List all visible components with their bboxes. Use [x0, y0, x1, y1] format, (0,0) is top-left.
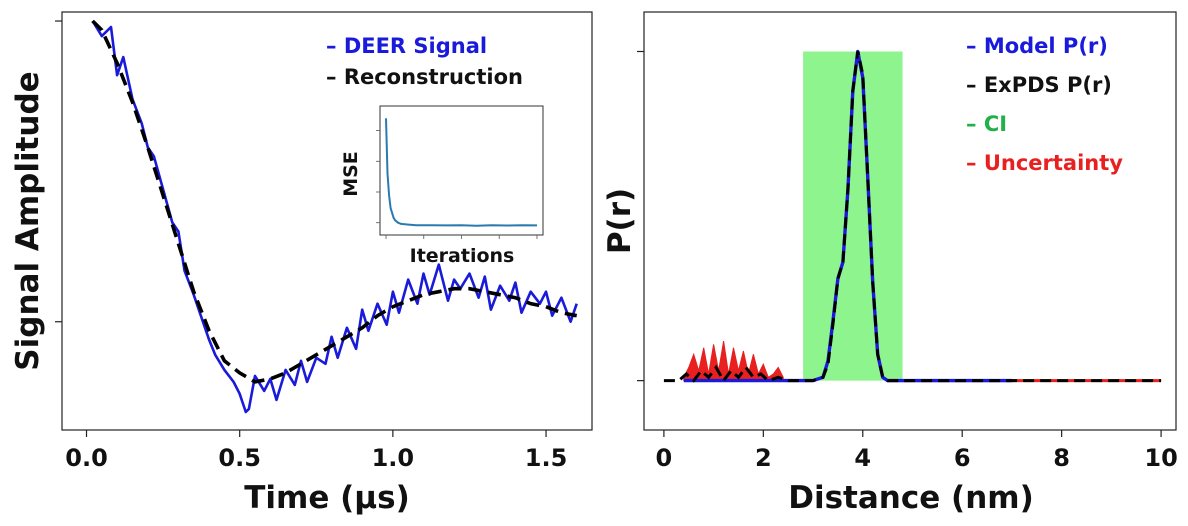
inset-mse-line [385, 118, 538, 227]
left-x-tick-label: 0.0 [65, 444, 108, 472]
left-panel: 0.0 0.5 1.0 1.5 Time (μs) Signal Amplitude … [10, 11, 593, 516]
legend-ci-label: CI [984, 112, 1007, 136]
right-panel: 0 2 4 6 8 10 Distance (nm) P(r) – Model P(r) … [602, 11, 1178, 516]
right-x-axis-label: Distance (nm) [788, 480, 1034, 516]
legend-model-pr-label: Model P(r) [984, 34, 1108, 58]
inset-frame [379, 105, 544, 236]
legend-reconstruction-label: Reconstruction [344, 65, 523, 89]
legend-deer-signal-label: DEER Signal [344, 34, 487, 58]
right-x-tick-label: 10 [1144, 444, 1177, 472]
uncertainty-band [683, 341, 784, 382]
reconstruction-line [91, 19, 578, 384]
left-ticks: 0.0 0.5 1.0 1.5 [55, 20, 568, 472]
legend-model-pr: – Model P(r) [966, 34, 1108, 58]
inset-y-axis-label: MSE [340, 151, 362, 197]
legend-reconstruction: – Reconstruction [326, 65, 523, 89]
left-x-axis-label: Time (μs) [244, 480, 410, 516]
deer-signal-line [91, 20, 578, 414]
expds-pr-line [663, 51, 1162, 384]
right-plot-frame [643, 11, 1177, 431]
legend-ci: – CI [966, 112, 1007, 136]
left-x-tick-label: 1.5 [525, 444, 568, 472]
inset-marks [376, 118, 538, 239]
legend-deer-signal: – DEER Signal [326, 34, 487, 58]
legend-expds-pr-label: ExPDS P(r) [984, 73, 1112, 97]
right-x-tick-label: 8 [1053, 444, 1070, 472]
left-x-tick-label: 1.0 [372, 444, 415, 472]
right-x-tick-label: 6 [954, 444, 971, 472]
legend-uncertainty: – Uncertainty [966, 151, 1123, 175]
left-y-axis-label: Signal Amplitude [10, 71, 46, 370]
left-marks [91, 19, 578, 414]
right-marks [663, 49, 1162, 384]
inset-x-axis-label: Iterations [410, 245, 515, 267]
left-x-tick-label: 0.5 [218, 444, 261, 472]
right-x-tick-label: 0 [656, 444, 673, 472]
right-x-tick-label: 4 [854, 444, 871, 472]
legend-expds-pr: – ExPDS P(r) [966, 73, 1112, 97]
right-ticks: 0 2 4 6 8 10 [637, 50, 1178, 472]
right-y-axis-label: P(r) [602, 188, 638, 254]
right-x-tick-label: 2 [755, 444, 772, 472]
legend-uncertainty-label: Uncertainty [984, 151, 1123, 175]
